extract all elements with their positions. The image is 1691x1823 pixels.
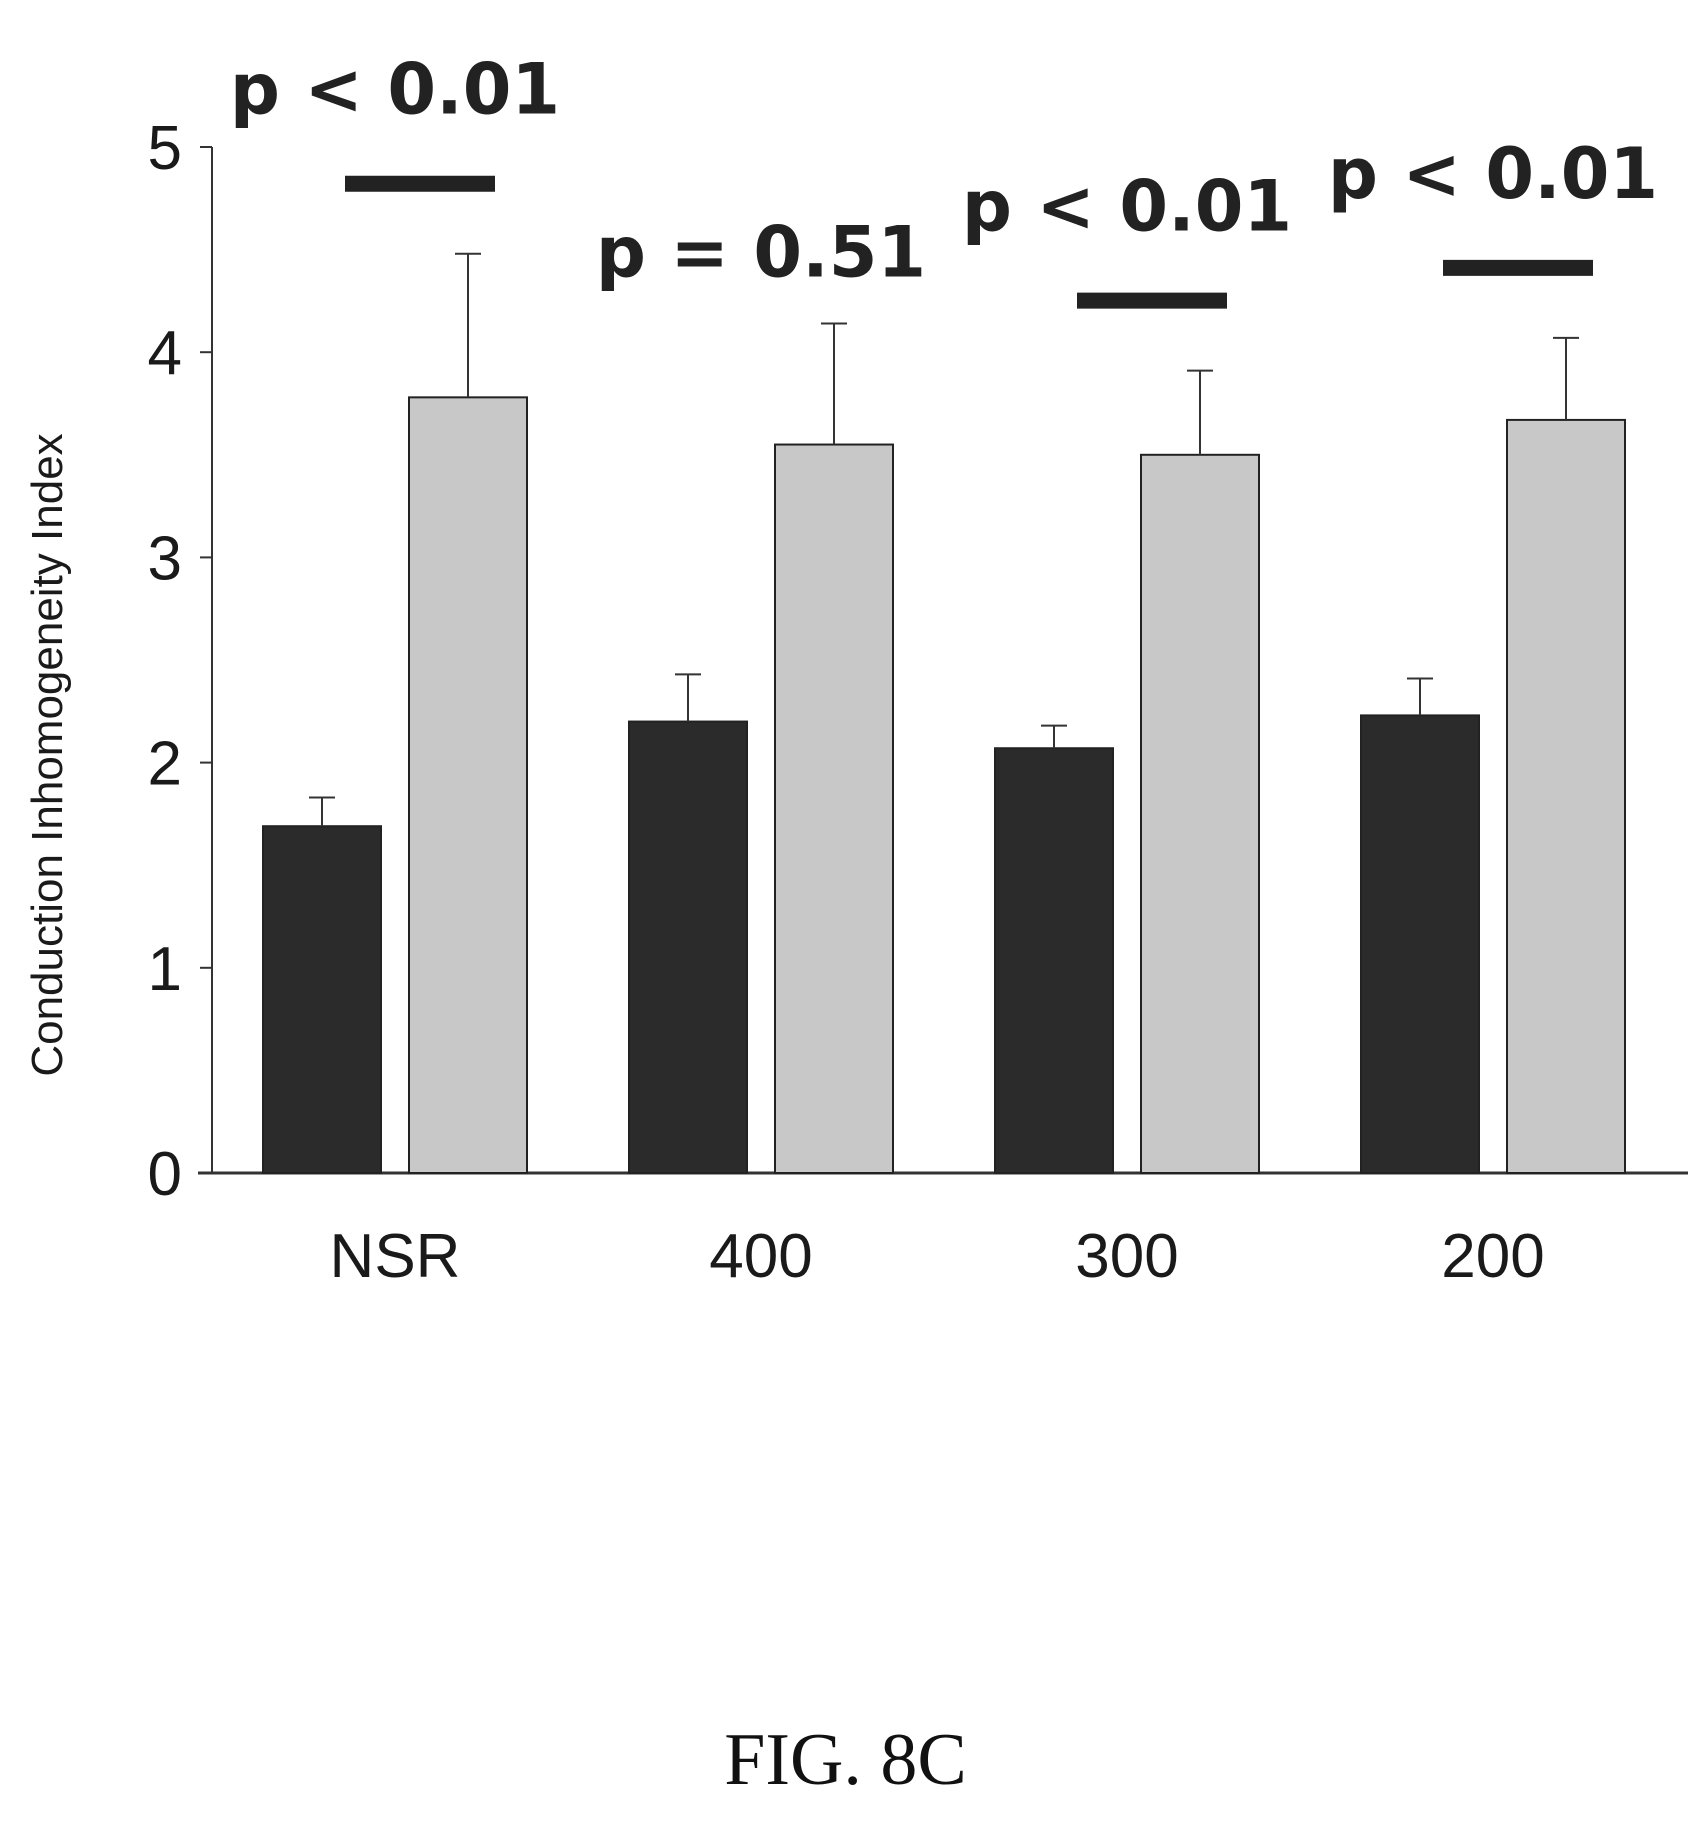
p-value-label: p = 0.51	[596, 211, 926, 293]
x-tick-label: 400	[709, 1222, 812, 1291]
bar	[1506, 418, 1626, 1174]
y-tick-label: 2	[148, 730, 182, 799]
p-value-label: p < 0.01	[1328, 133, 1658, 215]
x-tick-label: 200	[1441, 1222, 1544, 1291]
bar	[408, 396, 528, 1174]
p-value-label: p < 0.01	[962, 166, 1292, 248]
y-tick-label: 3	[148, 524, 182, 593]
bar	[774, 443, 894, 1175]
y-tick-label: 0	[148, 1140, 182, 1209]
bar	[1140, 453, 1260, 1174]
y-tick-label: 5	[148, 114, 182, 183]
x-tick-label: 300	[1075, 1222, 1178, 1291]
x-tick-label: NSR	[330, 1222, 461, 1291]
y-tick-label: 4	[148, 319, 182, 388]
p-value-label: p < 0.01	[230, 49, 560, 131]
bar	[262, 825, 382, 1174]
figure-label: FIG. 8C	[724, 1719, 967, 1801]
bar	[994, 747, 1114, 1175]
y-axis-label: Conduction Inhomogeneity Index	[23, 433, 72, 1076]
bar	[628, 720, 748, 1174]
bar	[1360, 714, 1480, 1174]
bar-chart: Conduction Inhomogeneity Index 0 1 2 3 4 5 NSR…	[23, 49, 1688, 1291]
y-tick-label: 1	[148, 935, 182, 1004]
